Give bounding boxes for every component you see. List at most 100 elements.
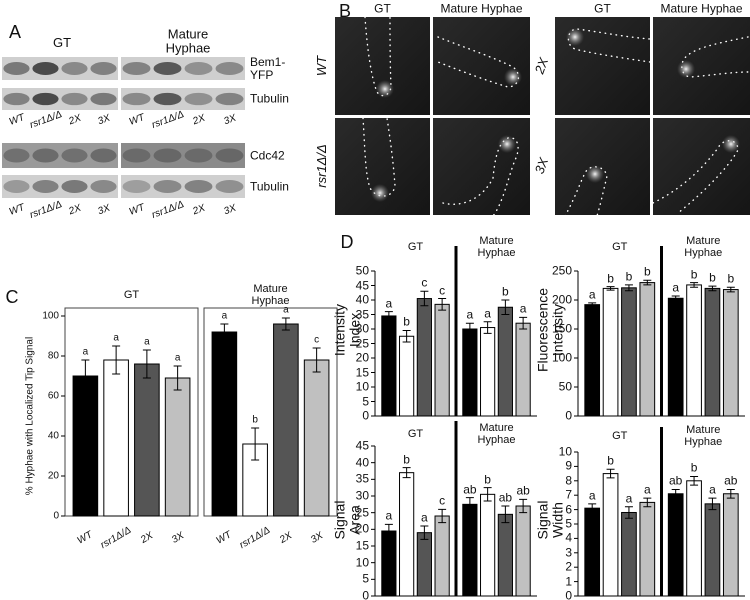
y-tick-label: 10	[355, 379, 369, 394]
error-bar	[690, 282, 699, 288]
blot-row-label: Cdc42	[250, 147, 285, 162]
blot-band	[32, 148, 59, 163]
bar	[480, 493, 496, 597]
error-bar	[312, 347, 321, 373]
y-tick-label: 5	[362, 393, 369, 408]
bar	[704, 287, 721, 417]
group-label: GT	[123, 288, 140, 301]
error-bar	[624, 506, 633, 519]
micrograph	[335, 17, 430, 115]
blot-band	[3, 92, 30, 106]
error-bar	[438, 508, 447, 524]
bar	[515, 505, 531, 597]
blot-band	[32, 62, 59, 75]
blot	[2, 143, 118, 168]
significance-letter: a	[709, 482, 716, 497]
blot-band	[184, 62, 213, 75]
significance-letter: a	[113, 332, 119, 344]
panel-label: B	[338, 1, 352, 22]
bar	[273, 323, 299, 517]
y-tick-label: 200	[551, 292, 572, 307]
bar	[434, 303, 450, 417]
bar	[434, 515, 450, 597]
significance-letter: b	[607, 453, 614, 468]
bar	[704, 503, 721, 597]
error-bar	[606, 468, 615, 479]
bar	[72, 375, 99, 517]
tip-signal	[376, 80, 394, 98]
significance-letter: ab	[498, 490, 513, 505]
blot-band	[153, 62, 182, 75]
blot-band	[90, 62, 117, 75]
y-tick-label: 10	[355, 555, 369, 570]
bar	[602, 287, 619, 417]
blot-band	[61, 62, 88, 75]
hypha-outline	[564, 166, 608, 217]
error-bar	[624, 284, 633, 292]
significance-letter: b	[607, 271, 614, 286]
blot-band	[184, 148, 213, 163]
bar	[399, 335, 415, 417]
y-tick-label: 3	[565, 545, 572, 560]
error-bar	[112, 345, 121, 375]
significance-letter: b	[727, 271, 735, 286]
y-tick-label: 4	[565, 530, 572, 545]
bar	[667, 297, 684, 417]
micrograph	[653, 17, 750, 115]
y-tick-label: 50	[558, 379, 572, 394]
significance-letter: a	[385, 296, 393, 310]
y-tick-label: 15	[355, 364, 369, 379]
error-bar	[726, 488, 735, 499]
y-tick-label: 25	[355, 505, 369, 520]
plot-frame	[203, 307, 338, 517]
significance-letter: a	[421, 510, 428, 525]
panel-label: A	[8, 22, 22, 43]
group-label: Mature Hyphae	[684, 234, 723, 259]
significance-letter: a	[82, 346, 89, 358]
y-tick-label: 0	[565, 408, 572, 423]
blot	[121, 175, 245, 198]
blot-band	[122, 92, 151, 106]
blot	[121, 88, 245, 110]
error-bar	[402, 329, 411, 343]
error-bar	[606, 286, 615, 291]
error-bar	[81, 359, 90, 393]
significance-letter: a	[672, 280, 680, 295]
error-bar	[220, 323, 229, 341]
group-label: Mature Hyphae	[251, 282, 290, 307]
tip-signal	[722, 135, 740, 153]
y-tick-label: 7	[565, 487, 572, 502]
y-tick-label: 1	[565, 574, 572, 588]
plot-frame	[64, 307, 199, 517]
blot-band	[184, 180, 213, 193]
significance-letter: ab	[463, 482, 477, 497]
bar	[667, 493, 684, 597]
tip-signal	[371, 184, 389, 202]
y-tick-label: 0	[362, 588, 369, 600]
significance-letter: a	[174, 352, 181, 364]
bar	[462, 503, 478, 597]
bar	[103, 359, 129, 517]
y-tick-label: 80	[47, 350, 59, 362]
blot-band	[153, 180, 182, 193]
group-label: GT	[407, 427, 424, 440]
y-tick-label: 35	[355, 306, 369, 321]
micrograph	[433, 118, 530, 215]
micrograph	[433, 17, 530, 115]
blot-row-label: Tubulin	[250, 91, 289, 106]
error-bar	[402, 467, 411, 479]
bar	[134, 363, 160, 517]
blot-band	[122, 180, 151, 193]
micrograph-column-label: GT	[594, 1, 611, 16]
blot-band	[215, 92, 244, 106]
error-bar	[588, 503, 597, 513]
blot	[2, 175, 118, 198]
tip-signal	[498, 135, 516, 153]
y-tick-label: 6	[565, 502, 572, 516]
tip-signal	[677, 60, 695, 78]
significance-letter: b	[690, 460, 698, 475]
bar	[416, 298, 432, 417]
error-bar	[671, 295, 680, 302]
